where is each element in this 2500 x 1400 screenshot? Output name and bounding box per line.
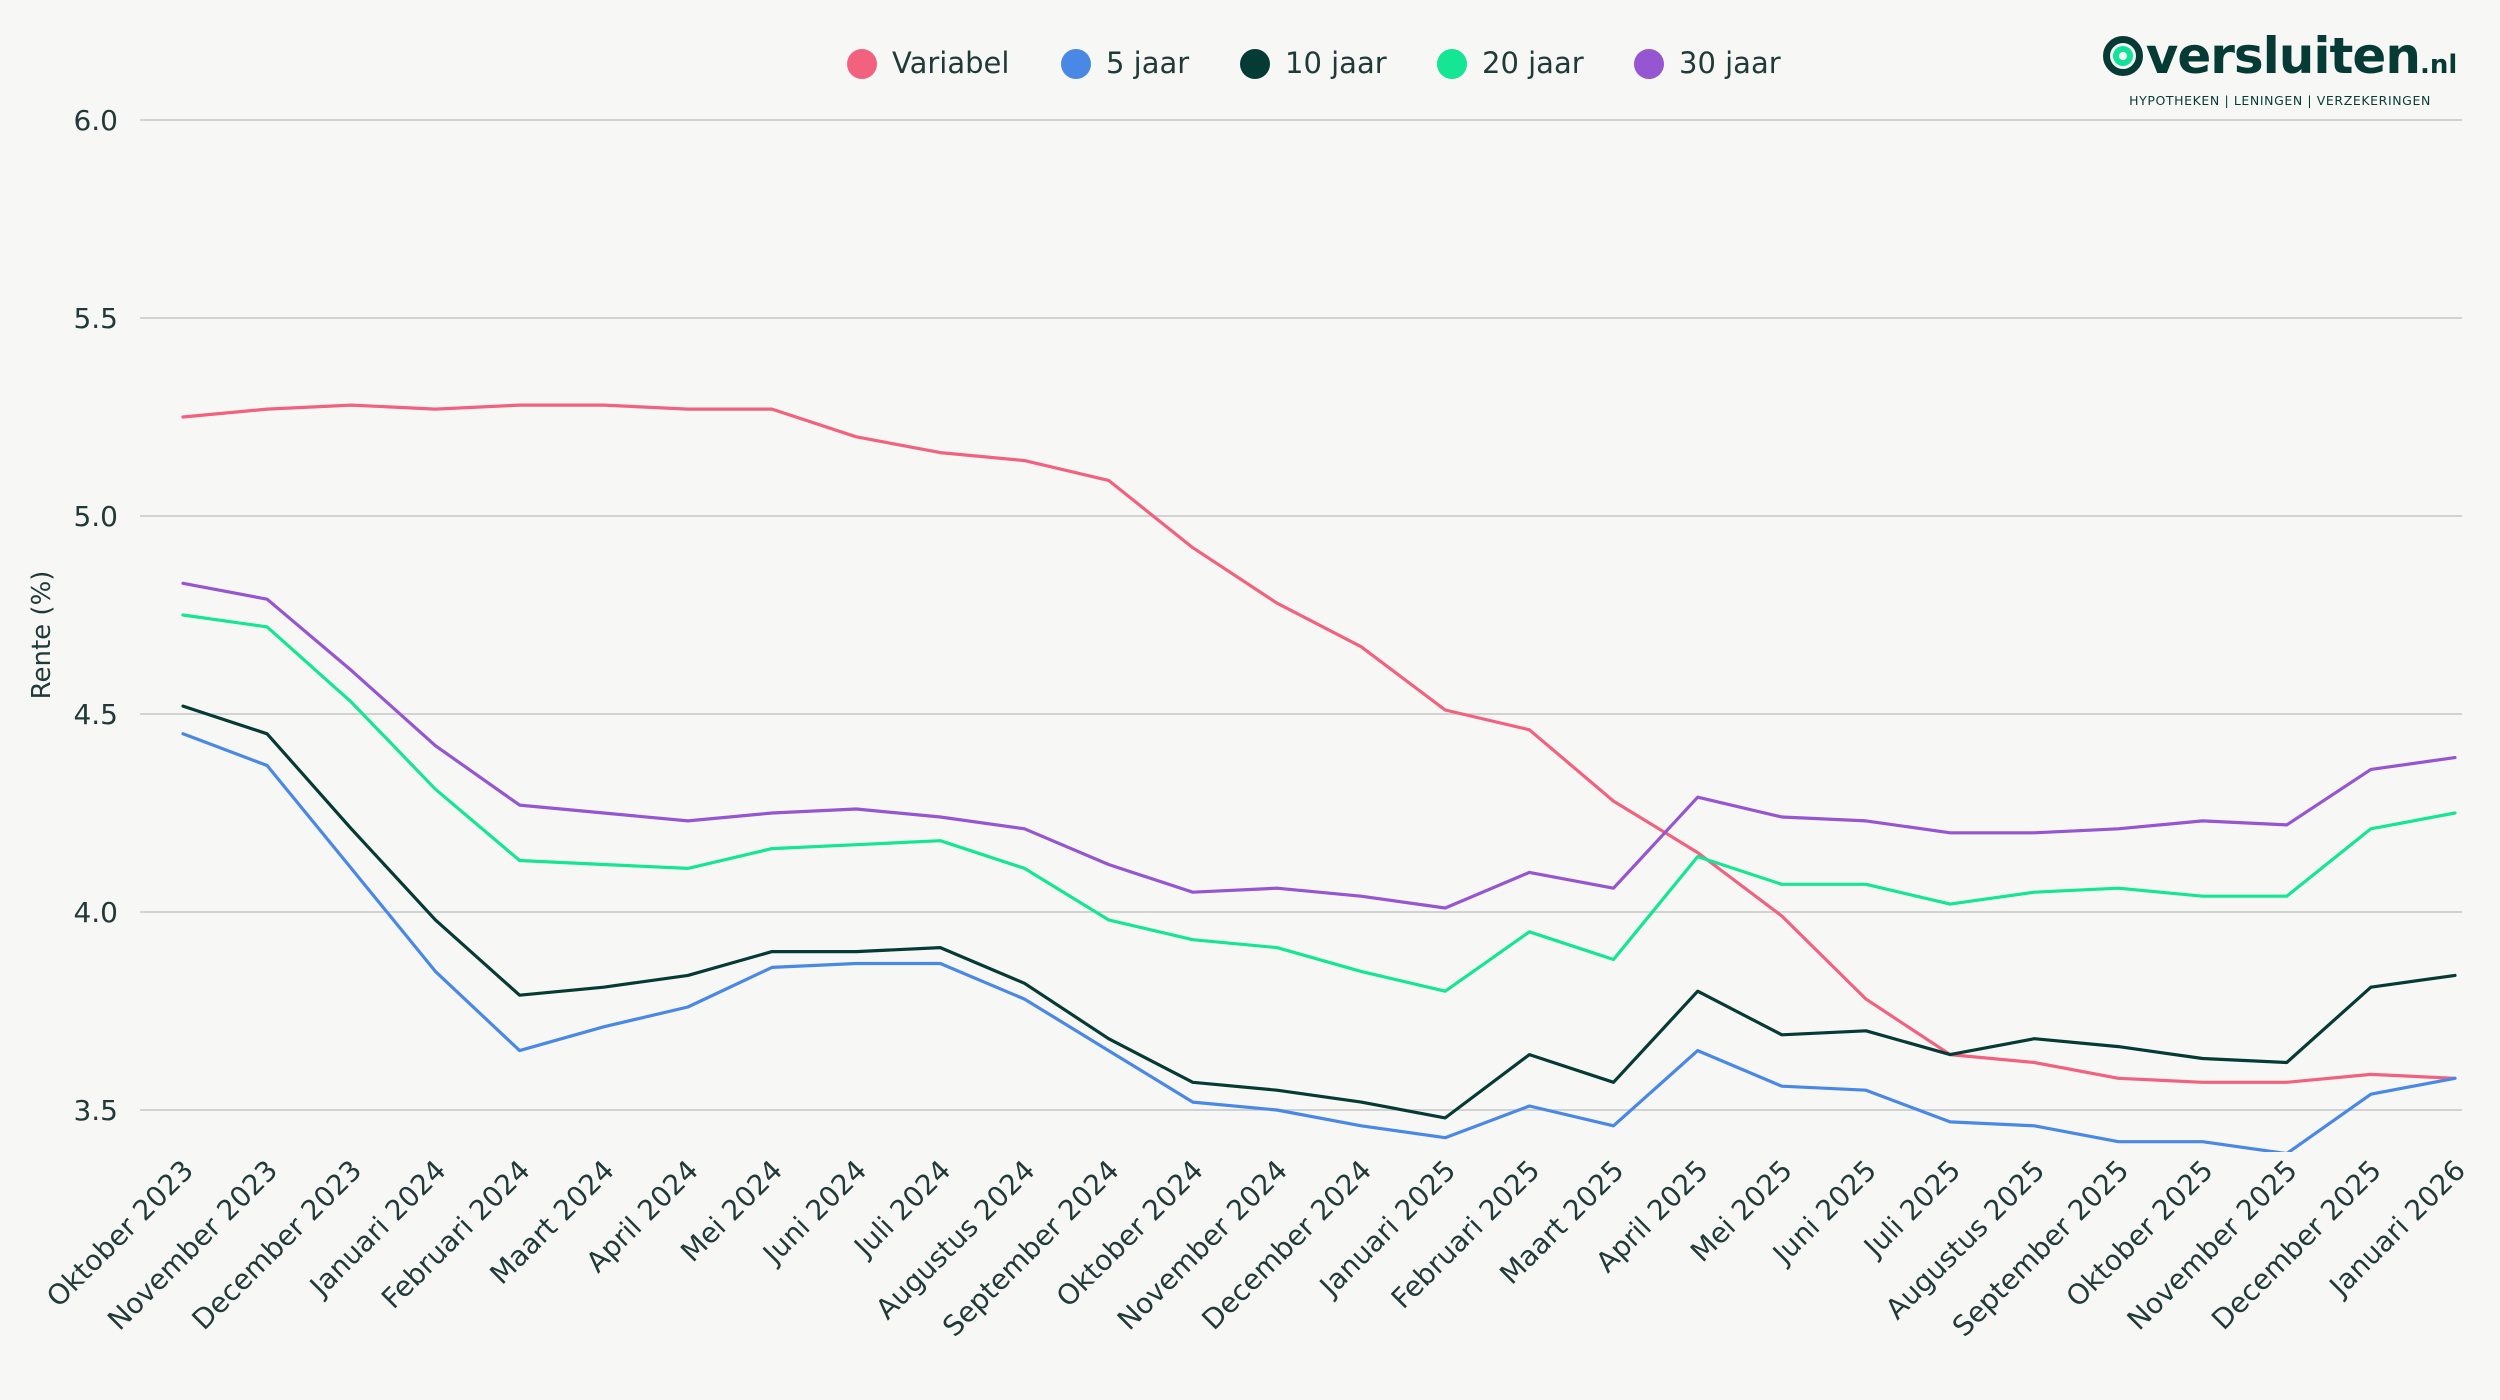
legend-swatch-icon <box>1437 49 1467 79</box>
x-tick-label: Oktober 2025 <box>2060 1154 2220 1314</box>
brand-o-ring-icon <box>2102 36 2143 76</box>
series-line-20-jaar <box>181 613 2457 993</box>
legend-label: 5 jaar <box>1106 46 1189 80</box>
legend-swatch-icon <box>847 49 877 79</box>
x-tick-label: Oktober 2024 <box>1050 1154 1210 1314</box>
y-axis-ticks: 3.5 4.0 4.5 5.0 5.5 6.0 <box>73 104 118 1127</box>
brand-logo: versluiten.nl HYPOTHEKEN | LENINGEN | VE… <box>2100 28 2460 108</box>
legend-item-5-jaar[interactable]: 5 jaar <box>1061 46 1189 80</box>
x-tick-label: Oktober 2023 <box>40 1154 200 1314</box>
legend-swatch-icon <box>1061 49 1091 79</box>
legend-item-20-jaar[interactable]: 20 jaar <box>1437 46 1584 80</box>
y-tick-label: 5.0 <box>73 500 118 533</box>
brand-name: versluiten <box>2145 27 2421 85</box>
series-line-30-jaar <box>181 581 2457 910</box>
gridlines <box>140 119 2462 1111</box>
y-axis-label: Rente (%) <box>27 571 57 700</box>
y-tick-label: 3.5 <box>73 1094 118 1127</box>
legend-label: 30 jaar <box>1679 46 1781 80</box>
series-line-5-jaar <box>181 732 2457 1152</box>
legend-item-10-jaar[interactable]: 10 jaar <box>1240 46 1387 80</box>
brand-tld: .nl <box>2419 50 2458 80</box>
series-line-10-jaar <box>181 704 2457 1120</box>
y-tick-label: 4.5 <box>73 698 118 731</box>
legend-label: 10 jaar <box>1285 46 1387 80</box>
legend-label: 20 jaar <box>1482 46 1584 80</box>
legend-label: Variabel <box>892 46 1009 80</box>
y-tick-label: 4.0 <box>73 896 118 929</box>
x-tick-label: Februari 2025 <box>1385 1154 1547 1316</box>
legend-swatch-icon <box>1634 49 1664 79</box>
legend-swatch-icon <box>1240 49 1270 79</box>
y-tick-label: 5.5 <box>73 302 118 335</box>
brand-tagline: HYPOTHEKEN | LENINGEN | VERZEKERINGEN <box>2129 93 2431 108</box>
legend: Variabel 5 jaar 10 jaar 20 jaar 30 jaar <box>847 46 1781 80</box>
y-tick-label: 6.0 <box>73 104 118 137</box>
brand-wordmark: versluiten.nl <box>2100 28 2460 93</box>
series-line-variabel <box>181 403 2457 1084</box>
series-lines <box>181 403 2457 1152</box>
legend-item-30-jaar[interactable]: 30 jaar <box>1634 46 1781 80</box>
x-tick-label: Februari 2024 <box>375 1154 537 1316</box>
legend-item-variabel[interactable]: Variabel <box>847 46 1009 80</box>
